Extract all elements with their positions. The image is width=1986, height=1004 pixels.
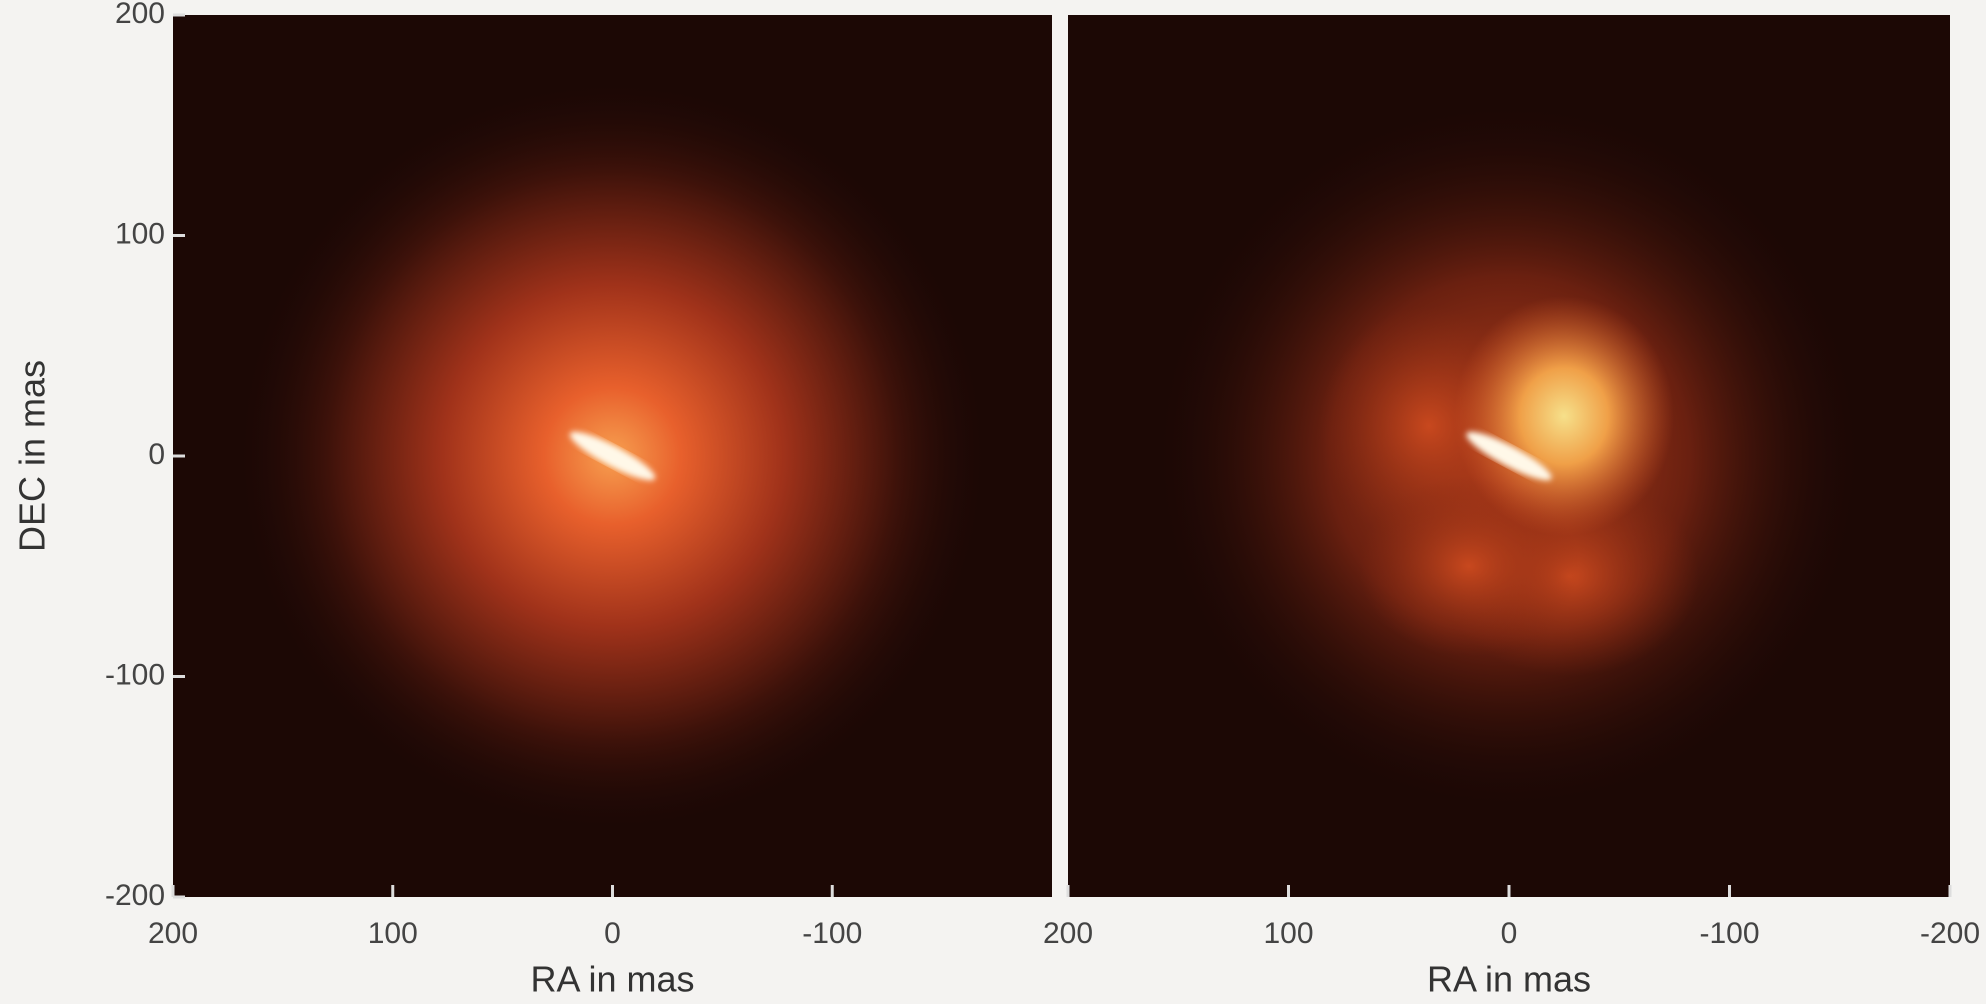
y-tick-label: -200 [105, 879, 165, 912]
x-tick-label: 100 [368, 917, 418, 950]
bright-blob [1454, 296, 1674, 536]
x-tick-label: 200 [148, 917, 198, 950]
image-panel [1068, 15, 1950, 897]
y-tick-label: 200 [115, 0, 165, 30]
y-tick-label: 0 [148, 438, 165, 471]
x-tick-label: 0 [604, 917, 621, 950]
x-tick-label: -100 [1699, 917, 1759, 950]
x-axis-label: RA in mas [1427, 959, 1591, 1000]
y-axis-label: DEC in mas [12, 360, 53, 552]
y-tick-label: -100 [105, 658, 165, 691]
panels: 200 100 0 -100 -200 -100 0 100 200 RA in mas DEC i… [12, 0, 1981, 1000]
x-tick-label: -200 [1920, 917, 1980, 950]
x-axis-label: RA in mas [530, 959, 694, 1000]
disk [1466, 431, 1552, 481]
x-tick-label: 100 [1263, 917, 1313, 950]
x-tick-label: 200 [1043, 917, 1093, 950]
x-tick-label: -100 [802, 917, 862, 950]
x-tick-label: 0 [1501, 917, 1518, 950]
y-tick-label: 100 [115, 217, 165, 250]
disk [569, 431, 656, 481]
image-panel [173, 15, 1052, 897]
